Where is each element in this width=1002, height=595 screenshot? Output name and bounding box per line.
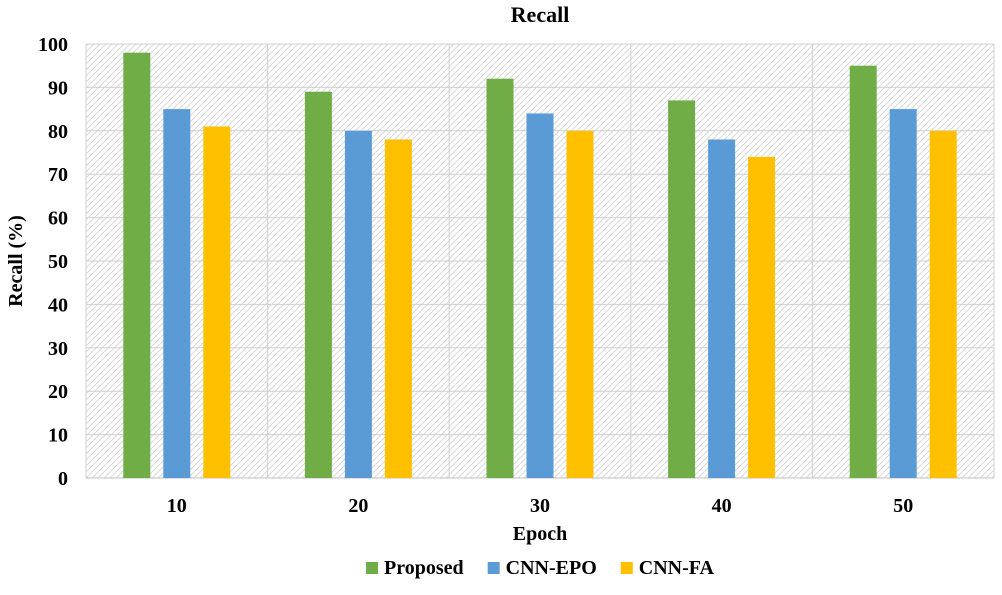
y-tick-label: 90 [48,77,68,99]
legend-item-cnn-fa: CNN-FA [620,557,715,579]
y-axis-tick-labels: 0 10 20 30 40 50 60 70 80 90 100 [38,34,68,490]
y-tick-label: 60 [48,208,68,230]
y-tick-label: 70 [48,164,68,186]
legend-label: CNN-FA [639,557,715,579]
bars [123,52,957,479]
x-tick-label: 40 [712,495,732,517]
legend-item-proposed: Proposed [366,557,464,579]
x-axis-tick-labels: 10 20 30 40 50 [167,495,913,517]
y-tick-label: 30 [48,338,68,360]
legend-item-cnn-epo: CNN-EPO [487,557,597,579]
bar-proposed-epoch-50 [849,65,877,478]
x-tick-label: 20 [348,495,368,517]
y-tick-label: 0 [58,468,68,490]
chart-title: Recall [511,2,570,27]
bar-cnn-fa-epoch-50 [929,130,957,479]
bar-cnn-epo-epoch-40 [708,139,736,479]
bar-cnn-fa-epoch-10 [203,126,231,479]
x-tick-label: 30 [530,495,550,517]
bar-cnn-epo-epoch-30 [526,113,554,478]
bar-proposed-epoch-30 [486,78,514,478]
bar-proposed-epoch-10 [123,52,151,479]
y-tick-label: 20 [48,381,68,403]
legend-label: CNN-EPO [506,557,597,579]
legend-swatch [620,562,633,574]
bar-proposed-epoch-40 [668,100,696,479]
y-tick-label: 10 [48,425,68,447]
y-tick-label: 50 [48,251,68,273]
bar-proposed-epoch-20 [304,91,332,479]
y-axis-label: Recall (%) [5,215,27,307]
y-tick-label: 80 [48,121,68,143]
legend: Proposed CNN-EPO CNN-FA [366,557,715,579]
x-tick-label: 10 [167,495,187,517]
x-tick-label: 50 [893,495,913,517]
legend-swatch [366,562,379,574]
bar-cnn-fa-epoch-30 [566,130,594,479]
x-axis-label: Epoch [513,523,567,545]
legend-swatch [487,562,500,574]
bar-cnn-epo-epoch-50 [889,109,917,478]
bar-cnn-fa-epoch-40 [748,156,776,478]
legend-label: Proposed [384,557,464,579]
bar-cnn-fa-epoch-20 [384,139,412,479]
y-tick-label: 100 [38,34,68,56]
bar-cnn-epo-epoch-20 [344,130,372,479]
y-tick-label: 40 [48,294,68,316]
bar-cnn-epo-epoch-10 [163,109,191,478]
